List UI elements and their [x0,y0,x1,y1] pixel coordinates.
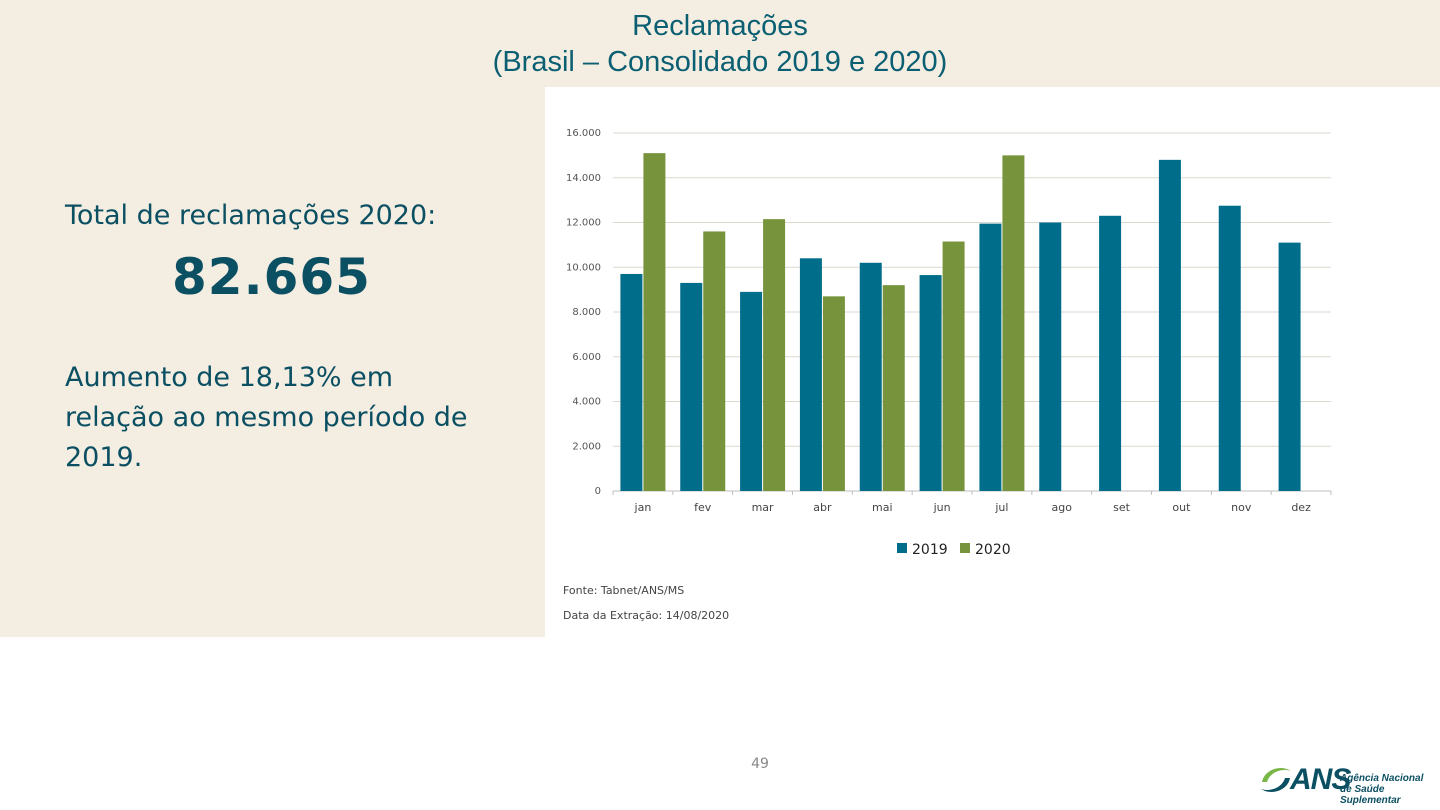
page-number: 49 [751,756,769,772]
title-line-1: Reclamações [632,10,808,42]
ans-logo-icon [1261,768,1291,792]
title-bar-background [0,0,1440,87]
ans-logo: ANS Agência Nacional de Saúde Suplementa… [1258,760,1436,806]
title-line-2: (Brasil – Consolidado 2019 e 2020) [492,46,948,78]
extraction-date: Data da Extração: 14/08/2020 [563,609,730,622]
slide-title: Reclamações (Brasil – Consolidado 2019 e… [0,8,1440,80]
ans-logo-abbr: ANS [1290,763,1351,796]
chart-panel [545,87,1440,637]
increase-text: Aumento de 18,13% em relação ao mesmo pe… [65,362,468,473]
total-value: 82.665 [172,248,371,306]
left-panel-background [0,0,545,637]
source-note: Fonte: Tabnet/ANS/MS [563,584,685,597]
total-label: Total de reclamações 2020: [65,200,437,231]
ans-logo-fullname: Agência Nacional de Saúde Suplementar [1340,773,1424,806]
